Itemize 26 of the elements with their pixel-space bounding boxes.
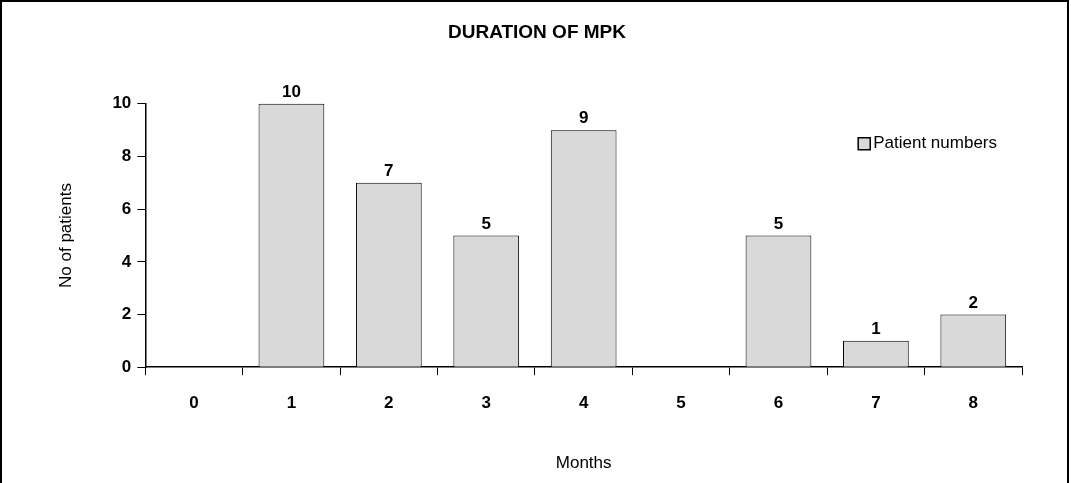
x-axis-title: Months [555, 453, 612, 473]
data-label: 10 [281, 81, 301, 101]
data-label: 7 [384, 161, 394, 181]
data-label: 9 [578, 108, 589, 128]
x-tick-label: 3 [481, 393, 491, 413]
x-tick-label: 7 [871, 393, 881, 413]
x-tick-label: 8 [968, 393, 979, 413]
x-tick-label: 5 [676, 393, 686, 413]
data-label: 5 [481, 213, 491, 233]
x-tick-label: 6 [773, 393, 784, 413]
x-tick-label: 4 [578, 393, 589, 413]
legend-label: Patient numbers [873, 133, 998, 153]
y-tick-label: 0 [121, 356, 132, 376]
y-tick-label: 2 [121, 304, 132, 324]
data-label: 2 [968, 292, 979, 312]
chart-title: DURATION OF MPK [447, 20, 627, 42]
y-tick-label: 8 [121, 146, 132, 166]
x-tick-label: 1 [286, 393, 297, 413]
data-label: 5 [773, 213, 784, 233]
y-tick-label: 4 [121, 251, 132, 271]
y-axis-title: No of patients [55, 183, 75, 288]
x-tick-label: 0 [189, 393, 199, 413]
y-tick-label: 10 [112, 93, 132, 113]
x-tick-label: 2 [384, 393, 394, 413]
y-tick-label: 6 [121, 198, 132, 218]
data-label: 1 [871, 319, 881, 339]
